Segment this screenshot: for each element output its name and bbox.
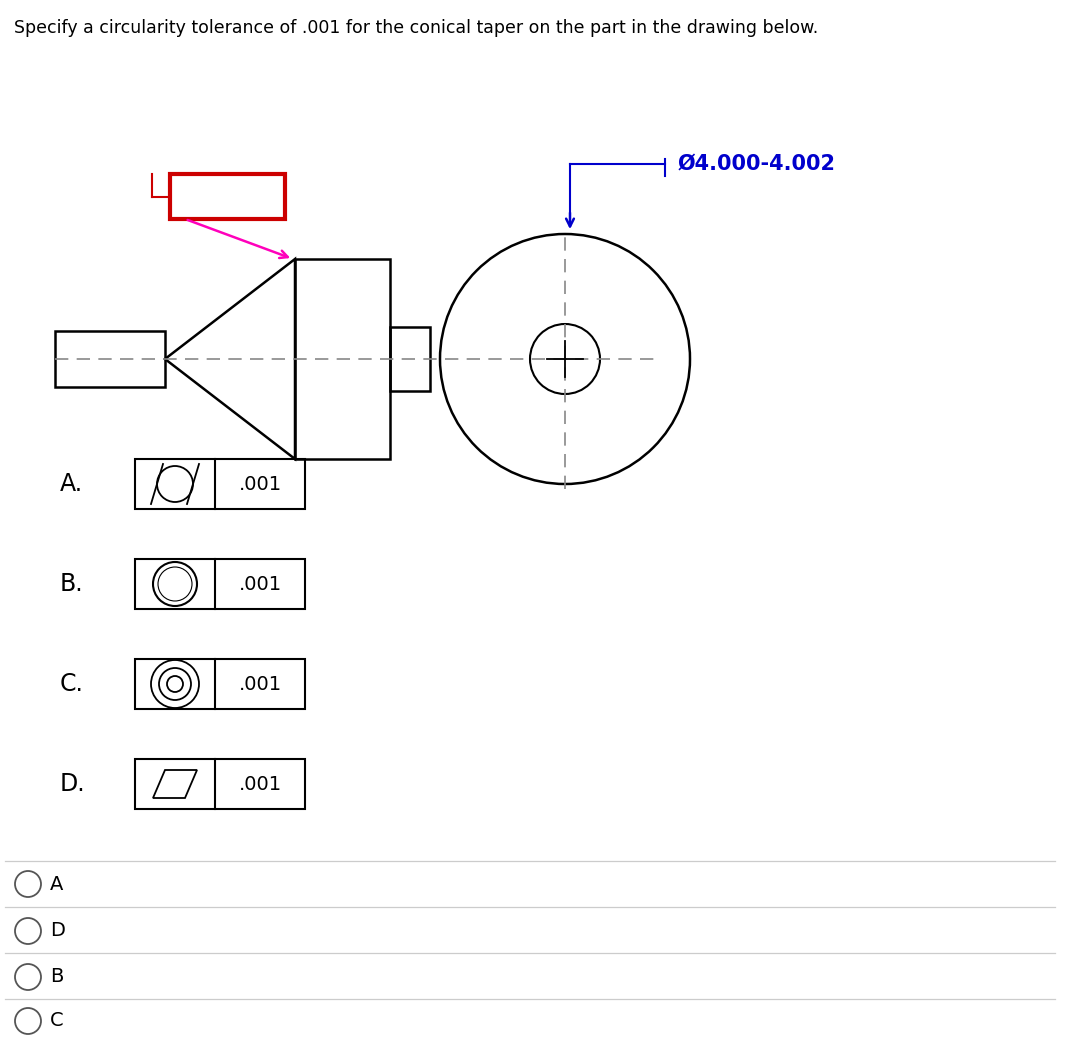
Text: B.: B. [60,572,83,596]
Text: D.: D. [60,772,85,796]
Text: .001: .001 [239,774,281,794]
Text: Specify a circularity tolerance of .001 for the conical taper on the part in the: Specify a circularity tolerance of .001 … [14,19,819,37]
Text: D: D [50,922,65,940]
Text: C.: C. [60,672,84,696]
Text: .001: .001 [239,674,281,693]
Text: A: A [50,875,63,894]
Text: .001: .001 [239,575,281,593]
Text: A.: A. [60,472,83,496]
Text: B: B [50,967,63,986]
Text: .001: .001 [239,475,281,494]
Text: Ø4.000-4.002: Ø4.000-4.002 [678,154,836,174]
Text: C: C [50,1012,64,1031]
